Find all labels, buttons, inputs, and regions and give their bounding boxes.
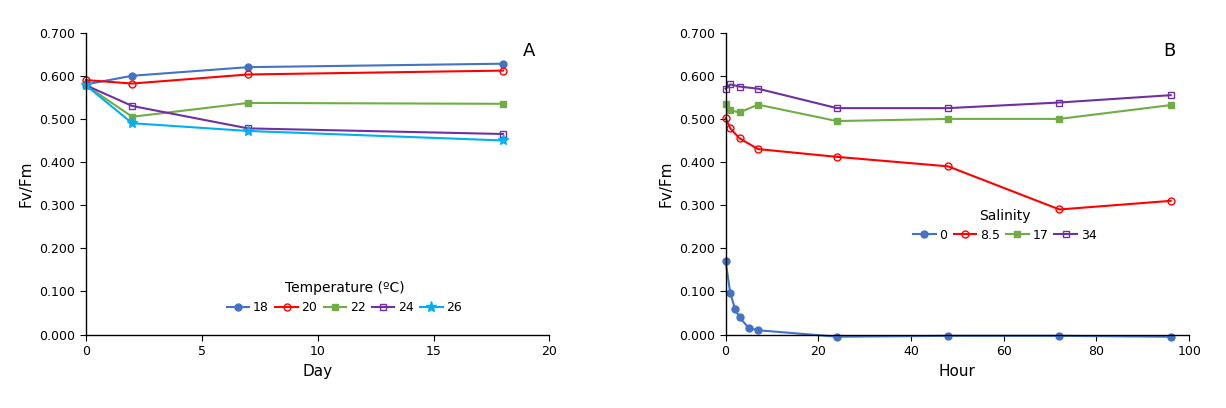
24 [125,104,140,109]
Line: 34: 34 [722,81,1175,112]
Line: 8.5: 8.5 [722,115,1175,213]
0 [742,326,756,330]
17 [750,102,765,107]
18 [78,82,93,87]
18 [240,65,255,70]
0 [1163,334,1178,339]
Line: 17: 17 [722,100,1175,124]
34 [723,82,738,87]
Line: 0: 0 [722,258,1175,340]
Line: 22: 22 [82,82,506,120]
34 [718,86,733,91]
0 [732,315,747,320]
20 [78,78,93,82]
8.5 [718,115,733,120]
8.5 [830,154,845,159]
Y-axis label: Fv/Fm: Fv/Fm [18,160,34,207]
17 [718,101,733,106]
X-axis label: Day: Day [303,364,332,379]
24 [495,131,510,136]
17 [1163,103,1178,108]
34 [750,86,765,91]
17 [723,108,738,113]
34 [732,84,747,89]
8.5 [732,136,747,141]
0 [723,290,738,295]
Y-axis label: Fv/Fm: Fv/Fm [658,160,673,207]
8.5 [940,164,955,169]
Line: 26: 26 [80,80,509,146]
34 [1163,93,1178,98]
Text: B: B [1163,42,1176,60]
26 [495,138,510,143]
26 [78,83,93,88]
8.5 [1052,207,1067,212]
17 [1052,116,1067,121]
20 [125,81,140,86]
34 [830,106,845,111]
20 [495,68,510,73]
22 [240,100,255,105]
26 [125,121,140,126]
20 [240,72,255,77]
34 [940,106,955,111]
26 [240,129,255,133]
22 [495,101,510,106]
24 [240,126,255,131]
24 [78,83,93,88]
22 [78,83,93,88]
Line: 18: 18 [82,60,506,88]
X-axis label: Hour: Hour [939,364,976,379]
18 [125,73,140,78]
Line: 20: 20 [82,67,506,87]
8.5 [750,146,765,151]
17 [830,119,845,124]
17 [732,110,747,115]
18 [495,61,510,66]
17 [940,116,955,121]
0 [727,306,742,311]
Line: 24: 24 [82,82,506,137]
34 [1052,100,1067,105]
0 [750,328,765,333]
0 [830,334,845,339]
0 [940,333,955,338]
Text: A: A [524,42,536,60]
8.5 [723,126,738,131]
0 [718,259,733,264]
Legend: 0, 8.5, 17, 34: 0, 8.5, 17, 34 [908,204,1101,247]
8.5 [1163,198,1178,203]
Legend: 18, 20, 22, 24, 26: 18, 20, 22, 24, 26 [222,276,467,319]
0 [1052,333,1067,338]
22 [125,114,140,119]
